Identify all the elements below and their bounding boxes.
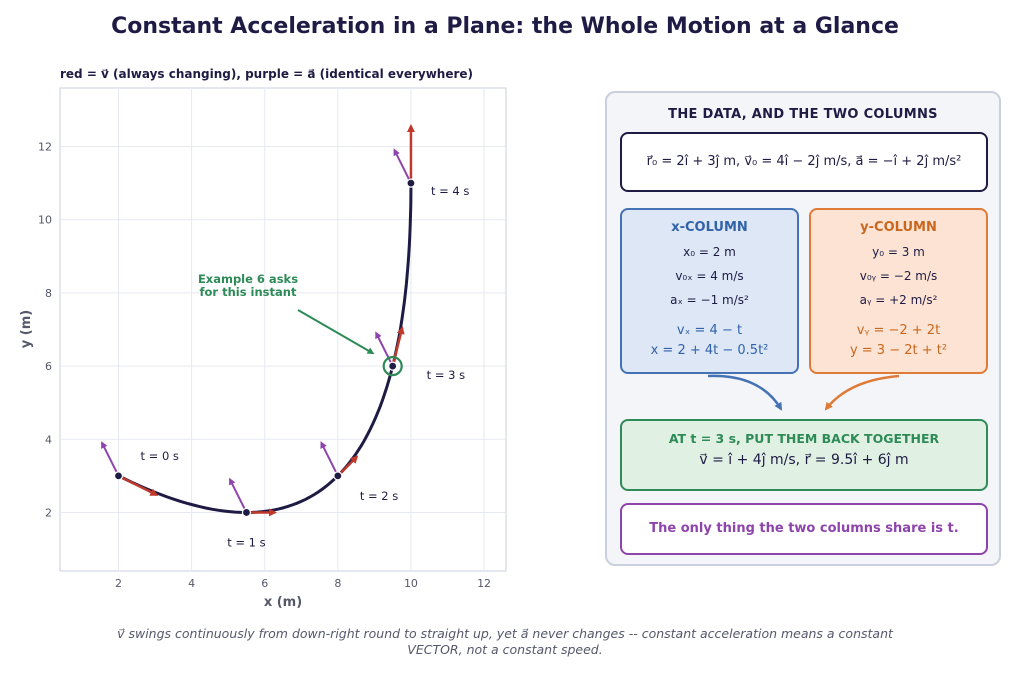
- velocity-arrow: [391, 326, 405, 367]
- y-merge-arrow: [824, 374, 900, 411]
- y-column-box: y-COLUMN y₀ = 3 m v₀ᵧ = −2 m/s aᵧ = +2 m…: [809, 208, 988, 374]
- acceleration-arrow: [229, 477, 248, 513]
- panel-title: THE DATA, AND THE TWO COLUMNS: [668, 107, 938, 122]
- time-label: t = 4 s: [431, 184, 469, 198]
- annotation-line-1: Example 6 asks: [198, 272, 298, 286]
- merge-arrows: [707, 374, 900, 411]
- acceleration-arrow: [393, 148, 412, 184]
- y-column-row: y₀ = 3 m: [872, 245, 925, 259]
- time-label: t = 1 s: [227, 535, 265, 549]
- axis-ticks: 2 4 6 8 10 12 2 4 6 8 10 12: [38, 141, 491, 590]
- data-panel: THE DATA, AND THE TWO COLUMNS r⃗₀ = 2î +…: [605, 91, 1001, 566]
- x-column-row: v₀ₓ = 4 m/s: [675, 269, 744, 283]
- time-point: [241, 507, 252, 518]
- y-column-title: y-COLUMN: [860, 220, 937, 235]
- acceleration-arrow: [320, 441, 339, 477]
- x-tick-label: 6: [261, 577, 268, 590]
- time-label: t = 3 s: [427, 368, 465, 382]
- annotation-line-2: for this instant: [200, 285, 297, 299]
- y-column-row: v₀ᵧ = −2 m/s: [859, 269, 938, 283]
- time-point: [406, 178, 416, 188]
- caption: v⃗ swings continuously from down-right r…: [117, 626, 893, 657]
- x-tick-label: 12: [477, 577, 491, 590]
- plot-subtitle: red = v⃗ (always changing), purple = a⃗ …: [60, 67, 473, 81]
- x-position-equation: x = 2 + 4t − 0.5t²: [650, 343, 769, 358]
- x-column-row: x₀ = 2 m: [683, 245, 736, 259]
- time-point: [388, 361, 398, 371]
- x-axis-label: x (m): [264, 595, 302, 610]
- y-tick-label: 12: [38, 141, 52, 154]
- x-tick-label: 10: [404, 577, 418, 590]
- velocity-arrow: [117, 474, 159, 497]
- y-tick-label: 10: [38, 214, 52, 227]
- x-tick-label: 2: [115, 577, 122, 590]
- y-tick-label: 8: [45, 287, 52, 300]
- acceleration-arrow: [375, 331, 394, 367]
- y-velocity-equation: vᵧ = −2 + 2t: [856, 323, 941, 338]
- highlight-ring: [382, 355, 403, 377]
- y-tick-label: 2: [45, 506, 52, 519]
- x-tick-label: 8: [334, 577, 341, 590]
- footer-note: The only thing the two columns share is …: [620, 503, 988, 555]
- combined-equation: v⃗ = î + 4ĵ m/s, r⃗ = 9.5î + 6ĵ m: [699, 452, 909, 468]
- y-tick-label: 4: [45, 433, 52, 446]
- x-merge-arrow: [707, 374, 783, 411]
- x-velocity-equation: vₓ = 4 − t: [676, 323, 743, 338]
- time-label: t = 2 s: [360, 489, 398, 503]
- y-tick-label: 6: [45, 360, 52, 373]
- vector-markers: t = 0 s t = 1 s t = 2 s t = 3 s t = 4 s: [101, 124, 469, 549]
- x-column-row: aₓ = −1 m/s²: [670, 293, 749, 307]
- plot-frame: [59, 87, 507, 572]
- annotation-arrow: [297, 309, 375, 355]
- y-position-equation: y = 3 − 2t + t²: [849, 343, 948, 358]
- acceleration-arrow: [101, 441, 120, 477]
- time-label: t = 0 s: [140, 449, 178, 463]
- page-title: Constant Acceleration in a Plane: the Wh…: [111, 14, 899, 39]
- x-tick-label: 4: [188, 577, 195, 590]
- x-column-title: x-COLUMN: [671, 220, 748, 235]
- y-column-row: aᵧ = +2 m/s²: [859, 293, 938, 307]
- combined-title: AT t = 3 s, PUT THEM BACK TOGETHER: [668, 431, 940, 446]
- time-point: [333, 471, 343, 481]
- time-point: [113, 471, 124, 481]
- trajectory-plot: red = v⃗ (always changing), purple = a⃗ …: [19, 67, 507, 610]
- grid: [60, 88, 506, 571]
- y-axis-label: y (m): [19, 310, 34, 348]
- initial-data-box: r⃗₀ = 2î + 3ĵ m, v⃗₀ = 4î − 2ĵ m/s, a⃗ =…: [620, 132, 988, 192]
- annotation: Example 6 asks for this instant: [198, 272, 375, 355]
- x-column-box: x-COLUMN x₀ = 2 m v₀ₓ = 4 m/s aₓ = −1 m/…: [620, 208, 799, 374]
- combined-result-box: AT t = 3 s, PUT THEM BACK TOGETHER v⃗ = …: [620, 419, 988, 491]
